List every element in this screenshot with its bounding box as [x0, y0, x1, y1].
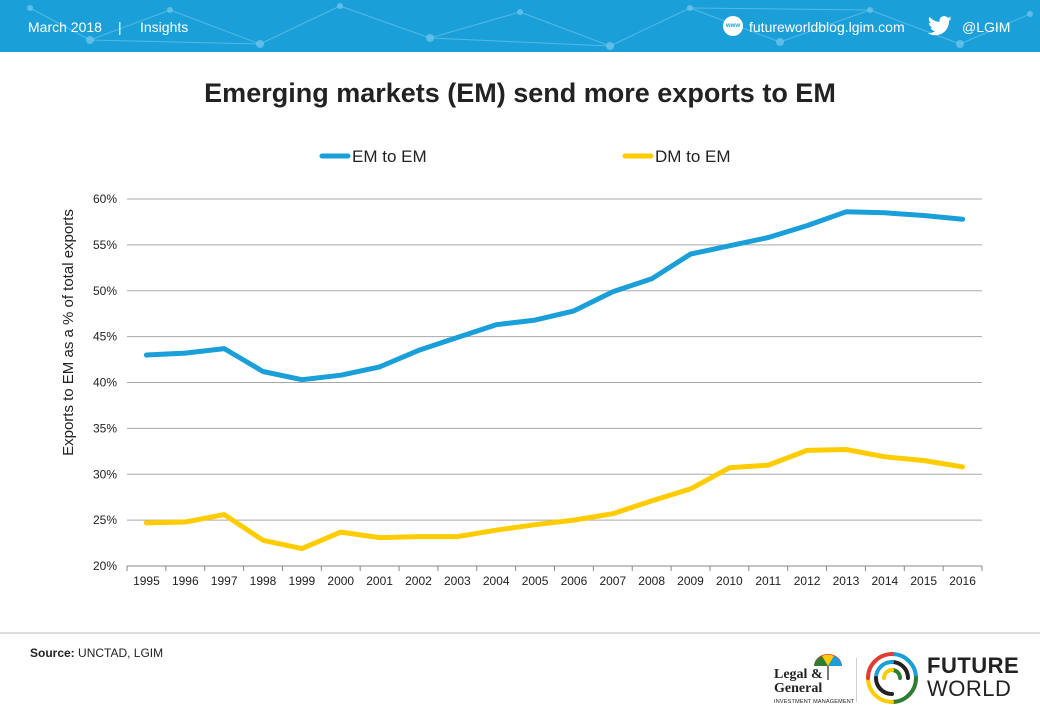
www-globe-icon: www — [723, 16, 743, 36]
network-pattern-decoration — [27, 3, 1033, 50]
x-tick-label: 2005 — [522, 574, 549, 588]
x-tick-label: 2004 — [483, 574, 510, 588]
y-tick-label: 35% — [93, 421, 117, 435]
footer-divider — [0, 632, 1040, 634]
x-tick-label: 2001 — [366, 574, 393, 588]
legend-label: DM to EM — [655, 147, 731, 166]
x-tick-label: 1997 — [211, 574, 238, 588]
x-tick-label: 2012 — [794, 574, 821, 588]
header-section-link[interactable]: Insights — [140, 19, 189, 35]
x-tick-label: 2016 — [949, 574, 976, 588]
x-tick-label: 2013 — [833, 574, 860, 588]
x-tick-label: 2009 — [677, 574, 704, 588]
x-tick-label: 1998 — [250, 574, 277, 588]
x-tick-label: 1999 — [289, 574, 316, 588]
y-tick-label: 20% — [93, 559, 117, 573]
y-tick-label: 45% — [93, 330, 117, 344]
future-world-wordmark-line2: WORLD — [927, 676, 1012, 701]
x-tick-label: 2010 — [716, 574, 743, 588]
source-label: Source: — [30, 646, 75, 660]
x-tick-label: 2014 — [871, 574, 898, 588]
y-tick-label: 25% — [93, 513, 117, 527]
legal-and-general-umbrella-logo — [814, 654, 842, 680]
y-tick-label: 50% — [93, 284, 117, 298]
future-world-rings-icon — [866, 652, 918, 704]
x-tick-label: 2015 — [910, 574, 937, 588]
y-axis-label: Exports to EM as a % of total exports — [60, 209, 77, 456]
series-line-dm-to-em — [143, 447, 966, 552]
x-tick-label: 1995 — [133, 574, 160, 588]
x-tick-label: 2002 — [405, 574, 432, 588]
x-tick-label: 2008 — [638, 574, 665, 588]
series-line-em-to-em — [143, 209, 966, 383]
x-tick-label: 2006 — [561, 574, 588, 588]
x-tick-label: 2011 — [755, 574, 781, 588]
y-tick-label: 60% — [93, 192, 117, 206]
legend-label: EM to EM — [352, 147, 427, 166]
y-tick-label: 30% — [93, 467, 117, 481]
header-bar: March 2018 | Insights www futureworldblo… — [0, 0, 1040, 52]
twitter-bird-icon[interactable] — [928, 16, 952, 36]
future-world-wordmark-line1: FUTURE — [927, 653, 1020, 678]
x-tick-label: 2007 — [599, 574, 626, 588]
logo-divider — [856, 658, 857, 702]
header-date: March 2018 — [28, 19, 102, 35]
chart-title: Emerging markets (EM) send more exports … — [204, 78, 836, 108]
x-tick-label: 2003 — [444, 574, 471, 588]
source-note: Source: UNCTAD, LGIM — [30, 646, 163, 660]
twitter-handle-link[interactable]: @LGIM — [962, 19, 1011, 35]
y-tick-label: 40% — [93, 376, 117, 390]
line-chart: 20% 25% 30% 35% 40% 45% 50% 55% 60% 1995 1996 1997 1… — [60, 147, 983, 588]
x-tick-label: 2000 — [327, 574, 354, 588]
header-url-link[interactable]: futureworldblog.lgim.com — [749, 19, 905, 35]
header-separator: | — [118, 19, 122, 35]
source-text: UNCTAD, LGIM — [74, 646, 164, 660]
y-tick-label: 55% — [93, 238, 117, 252]
legal-and-general-name: Legal & General — [774, 667, 823, 696]
legal-and-general-subtitle: INVESTMENT MANAGEMENT — [774, 699, 855, 705]
x-tick-label: 1996 — [172, 574, 199, 588]
